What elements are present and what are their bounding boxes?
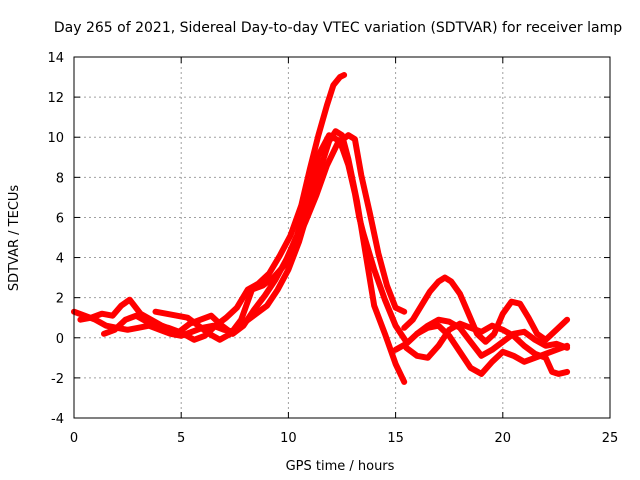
y-tick-label: 4: [56, 252, 64, 267]
x-tick-label: 20: [495, 431, 512, 446]
grid-lines: [74, 57, 610, 418]
series-line-8: [414, 322, 571, 377]
y-tick-label: 2: [56, 292, 64, 307]
chart-title: Day 265 of 2021, Sidereal Day-to-day VTE…: [54, 20, 622, 36]
y-tick-label: 14: [47, 51, 64, 66]
y-tick-label: 6: [56, 211, 64, 226]
data-series: [71, 72, 571, 385]
x-tick-label: 10: [280, 431, 297, 446]
series-line-4: [152, 132, 408, 343]
x-axis-label: GPS time / hours: [286, 459, 395, 474]
y-axis-label: SDTVAR / TECUs: [7, 185, 22, 292]
y-tick-label: 12: [47, 91, 64, 106]
x-tick-label: 5: [177, 431, 185, 446]
x-tick-label: 0: [70, 431, 78, 446]
y-tick-label: 8: [56, 171, 64, 186]
x-tick-label: 25: [602, 431, 619, 446]
x-tick-label: 15: [387, 431, 404, 446]
series-line-5: [401, 274, 571, 345]
series-line-1: [71, 128, 408, 385]
y-tick-label: -2: [51, 372, 64, 387]
series-line-3: [101, 132, 410, 345]
y-tick-label: -4: [51, 412, 64, 427]
plot-frame: [73, 56, 611, 419]
y-tick-label: 0: [56, 332, 64, 347]
y-tick-label: 10: [47, 131, 64, 146]
series-line-7: [403, 320, 571, 377]
axis-ticks: 0 5 10 15 20 25 -4 -2 0 2 4 6 8 10 12 14: [47, 51, 618, 446]
